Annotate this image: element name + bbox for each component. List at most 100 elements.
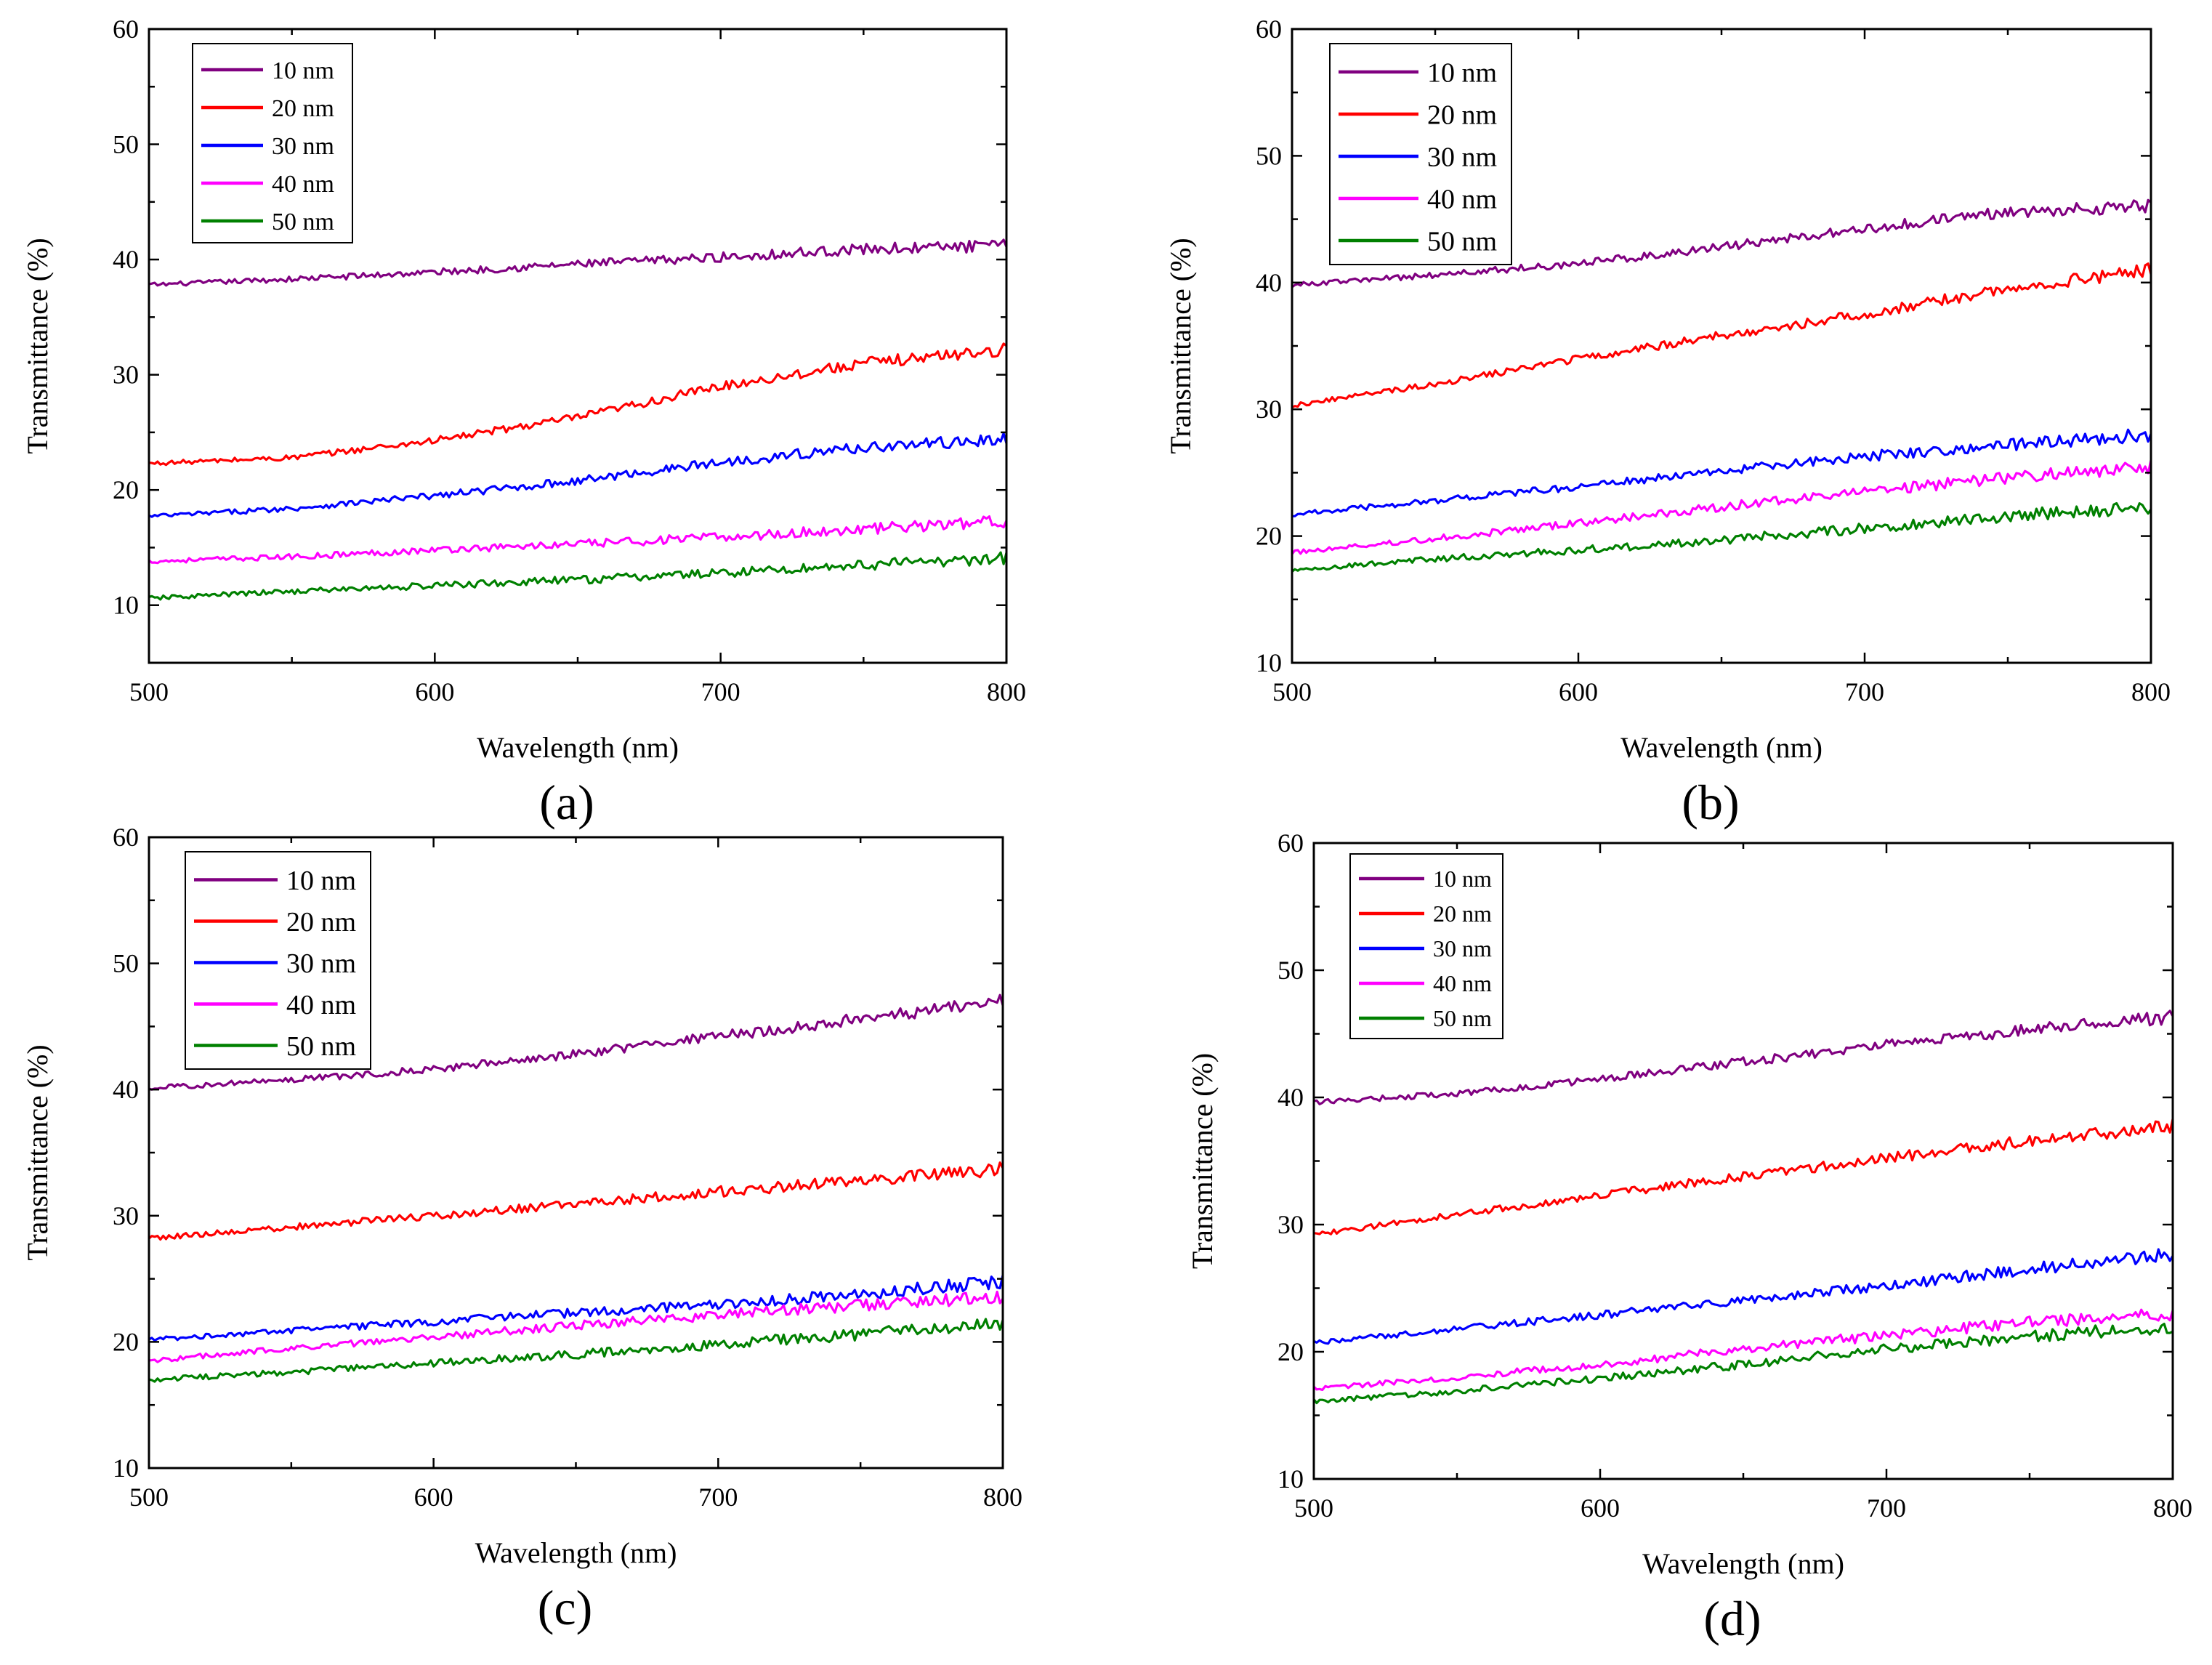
y-tick-label: 10	[113, 591, 139, 620]
legend-label: 10 nm	[1427, 57, 1497, 88]
legend-label: 50 nm	[286, 1031, 356, 1062]
series-line-50-nm	[148, 1318, 1004, 1383]
x-tick-label: 700	[1867, 1493, 1906, 1523]
y-tick-label: 20	[113, 1327, 139, 1356]
y-tick-label: 60	[113, 823, 139, 852]
series-line-40-nm	[148, 515, 1008, 565]
series-line-50-nm	[1291, 501, 2152, 573]
y-tick-label: 50	[1277, 956, 1304, 985]
y-tick-label: 40	[113, 245, 139, 274]
x-tick-label: 600	[1581, 1493, 1620, 1523]
legend-label: 30 nm	[1427, 142, 1497, 172]
series-line-50-nm	[1312, 1322, 2173, 1405]
series-line-50-nm	[148, 551, 1008, 601]
y-tick-label: 50	[1256, 141, 1282, 170]
series-line-20-nm	[148, 1161, 1004, 1241]
legend-label: 30 nm	[1433, 935, 1492, 961]
y-tick-label: 50	[113, 949, 139, 978]
x-tick-label: 700	[701, 677, 740, 706]
legend-label: 10 nm	[286, 866, 356, 896]
series-line-20-nm	[1313, 1118, 2174, 1235]
legend-label: 30 nm	[272, 133, 334, 160]
legend-label: 20 nm	[1427, 100, 1497, 130]
x-tick-label: 500	[1294, 1493, 1333, 1523]
legend: 10 nm 20 nm 30 nm 40 nm 50 nm	[192, 43, 353, 243]
series-line-40-nm	[1291, 460, 2152, 555]
y-tick-label: 50	[113, 130, 139, 159]
series-line-10-nm	[148, 238, 1008, 287]
series-line-10-nm	[1291, 198, 2152, 289]
x-tick-label: 800	[2153, 1493, 2192, 1523]
legend-label: 50 nm	[272, 209, 334, 235]
legend-label: 30 nm	[286, 948, 356, 979]
x-axis-title: Wavelength (nm)	[477, 731, 679, 764]
legend-box	[185, 851, 371, 1070]
legend-box	[1349, 853, 1503, 1039]
y-axis-title: Transmittance (%)	[1186, 1053, 1219, 1269]
x-tick-label: 500	[1272, 677, 1312, 706]
series-line-10-nm	[1313, 1009, 2174, 1105]
y-tick-label: 60	[1256, 15, 1282, 44]
series-line-30-nm	[148, 432, 1008, 518]
chart-panel-d: 500 600 700 800 10 20 30 40 50 60 Wavelength (nm) T…	[1186, 829, 2192, 1646]
x-tick-label: 600	[414, 1483, 453, 1512]
y-tick-label: 30	[113, 360, 139, 390]
legend-label: 20 nm	[272, 95, 334, 122]
x-tick-label: 800	[2131, 677, 2171, 706]
y-axis-title: Transmittance (%)	[21, 238, 54, 453]
panel-label: (b)	[1682, 775, 1739, 830]
chart-panel-a: 500 600 700 800 10 20 30 40 50 60 Wavelength (nm) T…	[21, 15, 1026, 830]
y-tick-label: 30	[113, 1201, 139, 1230]
legend-label: 50 nm	[1427, 226, 1497, 257]
series-line-20-nm	[148, 342, 1007, 467]
y-tick-label: 40	[1256, 268, 1282, 297]
legend-label: 40 nm	[272, 171, 334, 198]
legend: 10 nm 20 nm 30 nm 40 nm 50 nm	[1329, 43, 1512, 265]
y-tick-label: 10	[1277, 1464, 1304, 1493]
series-line-40-nm	[1312, 1308, 2174, 1392]
legend-box	[192, 43, 353, 243]
legend: 10 nm 20 nm 30 nm 40 nm 50 nm	[1349, 853, 1503, 1039]
chart-panel-b: 500 600 700 800 10 20 30 40 50 60 Wavelength (nm) T…	[1164, 15, 2171, 830]
x-tick-label: 600	[1559, 677, 1598, 706]
y-tick-label: 20	[1256, 522, 1282, 551]
y-tick-label: 20	[1277, 1337, 1304, 1366]
x-axis-title: Wavelength (nm)	[1620, 731, 1823, 764]
panel-label: (c)	[538, 1580, 592, 1635]
series-line-40-nm	[148, 1290, 1004, 1363]
x-axis-title: Wavelength (nm)	[1642, 1547, 1844, 1580]
legend: 10 nm 20 nm 30 nm 40 nm 50 nm	[185, 851, 371, 1070]
y-tick-label: 60	[113, 15, 139, 44]
x-axis-title: Wavelength (nm)	[475, 1536, 677, 1569]
legend-label: 40 nm	[286, 990, 356, 1020]
legend-label: 20 nm	[286, 907, 356, 938]
y-axis-title: Transmittance (%)	[21, 1044, 54, 1260]
y-tick-label: 40	[1277, 1083, 1304, 1112]
y-tick-label: 40	[113, 1075, 139, 1104]
x-tick-label: 600	[415, 677, 454, 706]
y-tick-label: 20	[113, 475, 139, 504]
y-axis-title: Transmittance (%)	[1164, 238, 1197, 453]
y-tick-label: 60	[1277, 829, 1304, 858]
x-tick-label: 500	[129, 1483, 169, 1512]
chart-panel-c: 500 600 700 800 10 20 30 40 50 60 Wavelength (nm) T…	[21, 823, 1022, 1635]
legend-label: 10 nm	[272, 57, 334, 84]
series-line-30-nm	[1313, 1248, 2174, 1345]
series-line-20-nm	[1291, 262, 2152, 409]
series-line-30-nm	[1291, 428, 2152, 517]
legend-label: 50 nm	[1433, 1005, 1492, 1031]
x-tick-label: 700	[698, 1483, 738, 1512]
x-tick-label: 500	[129, 677, 169, 706]
legend-box	[1329, 43, 1512, 265]
legend-label: 40 nm	[1427, 184, 1497, 214]
x-tick-label: 700	[1845, 677, 1884, 706]
y-tick-label: 10	[1256, 648, 1282, 677]
legend-label: 10 nm	[1433, 866, 1492, 892]
legend-label: 40 nm	[1433, 970, 1492, 996]
legend-label: 20 nm	[1433, 900, 1492, 927]
x-tick-label: 800	[987, 677, 1026, 706]
x-tick-label: 800	[983, 1483, 1022, 1512]
y-tick-label: 30	[1277, 1210, 1304, 1239]
panel-label: (a)	[539, 775, 594, 830]
